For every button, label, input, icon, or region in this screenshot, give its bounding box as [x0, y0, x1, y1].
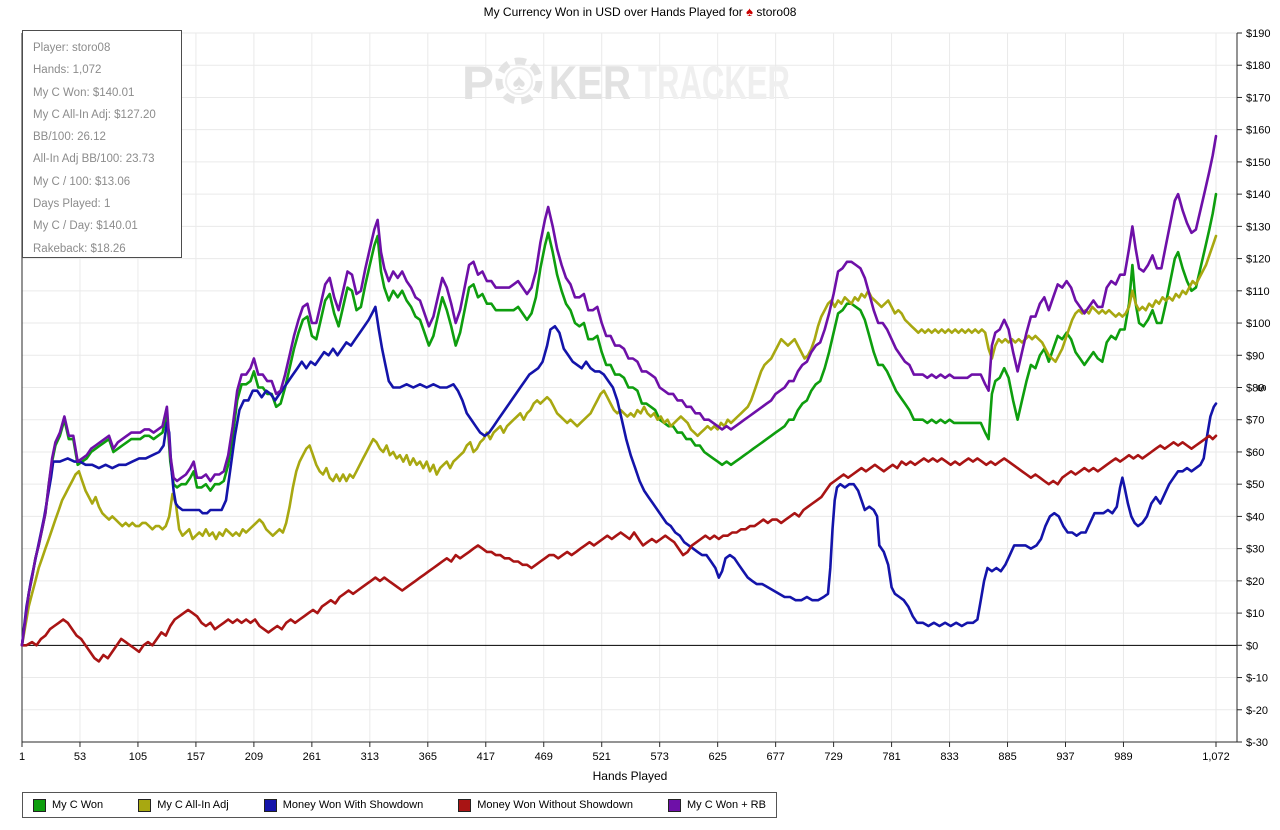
svg-text:$90: $90	[1246, 350, 1264, 362]
svg-text:261: 261	[303, 751, 321, 763]
svg-text:417: 417	[477, 751, 495, 763]
legend-swatch-green	[33, 798, 46, 812]
svg-text:$20: $20	[1246, 576, 1264, 588]
svg-text:677: 677	[766, 751, 784, 763]
stat-all-in-adj-bb100: All-In Adj BB/100: 23.73	[33, 153, 155, 166]
svg-text:1: 1	[19, 751, 25, 763]
svg-text:$180: $180	[1246, 60, 1270, 72]
stat-bb100: BB/100: 26.12	[33, 131, 106, 144]
svg-text:$40: $40	[1246, 511, 1264, 523]
svg-text:$70: $70	[1246, 415, 1264, 427]
svg-text:$-30: $-30	[1246, 737, 1268, 749]
poker-chip-icon: ♠	[495, 57, 543, 105]
legend-swatch-blue	[263, 798, 277, 812]
svg-text:$-10: $-10	[1246, 673, 1268, 685]
player-name: storo08	[756, 5, 797, 19]
svg-text:$170: $170	[1246, 92, 1270, 104]
x-axis-title: Hands Played	[592, 769, 668, 783]
legend-item-without-showdown[interactable]: Money Won Without Showdown	[458, 798, 633, 812]
svg-text:$100: $100	[1246, 318, 1270, 330]
svg-text:TRACKER: TRACKER	[638, 56, 790, 109]
svg-text:$60: $60	[1246, 447, 1264, 459]
legend-label: Money Won Without Showdown	[477, 799, 633, 811]
legend-swatch-purple	[668, 798, 681, 812]
svg-text:365: 365	[419, 751, 437, 763]
stat-days-played: Days Played: 1	[33, 198, 111, 211]
legend-item-my-c-won[interactable]: My C Won	[33, 798, 104, 812]
svg-text:$-20: $-20	[1246, 705, 1268, 717]
legend-swatch-olive	[138, 798, 152, 812]
legend-label: Money Won With Showdown	[282, 799, 424, 811]
legend-label: My C Won	[52, 799, 104, 811]
series-line-money-won-without-showdown	[20, 434, 1218, 663]
legend: My C Won My C All-In Adj Money Won With …	[22, 792, 777, 818]
svg-text:781: 781	[882, 751, 900, 763]
stat-my-c-won: My C Won: $140.01	[33, 86, 135, 99]
svg-text:209: 209	[245, 751, 263, 763]
svg-text:$190: $190	[1246, 28, 1270, 40]
svg-text:$120: $120	[1246, 254, 1270, 266]
svg-text:1,072: 1,072	[1202, 751, 1230, 763]
legend-swatch-red	[458, 798, 472, 812]
svg-text:♠: ♠	[513, 69, 526, 96]
svg-text:$150: $150	[1246, 157, 1270, 169]
svg-text:157: 157	[187, 751, 205, 763]
svg-text:$80: $80	[1246, 383, 1264, 395]
svg-text:833: 833	[940, 751, 958, 763]
stat-my-c-100: My C / 100: $13.06	[33, 175, 131, 188]
pokerstars-spade-icon: ♠	[746, 4, 754, 19]
svg-text:$160: $160	[1246, 125, 1270, 137]
legend-item-my-c-won-rb[interactable]: My C Won + RB	[668, 798, 766, 812]
series-line-my-c-won	[20, 192, 1218, 647]
svg-text:729: 729	[824, 751, 842, 763]
svg-text:105: 105	[129, 751, 147, 763]
svg-text:313: 313	[361, 751, 379, 763]
svg-text:937: 937	[1056, 751, 1074, 763]
axis-ticks-labels: $-30$-20$-10$0$10$20$30$40$50$60$70$80$9…	[19, 28, 1271, 763]
stat-player: Player: storo08	[33, 42, 111, 54]
svg-text:625: 625	[708, 751, 726, 763]
stat-hands: Hands: 1,072	[33, 64, 102, 77]
stats-panel: Player: storo08 Hands: 1,072 My C Won: $…	[22, 30, 182, 258]
chart-title-text: My Currency Won in USD over Hands Played…	[483, 5, 743, 19]
svg-text:$140: $140	[1246, 189, 1270, 201]
svg-text:P: P	[462, 56, 494, 109]
chart-title: My Currency Won in USD over Hands Played…	[0, 4, 1280, 19]
stat-all-in-adj: My C All-In Adj: $127.20	[33, 108, 156, 121]
legend-item-with-showdown[interactable]: Money Won With Showdown	[263, 798, 424, 812]
stat-rakeback: Rakeback: $18.26	[33, 242, 126, 255]
svg-text:KER: KER	[549, 56, 631, 109]
svg-text:$110: $110	[1246, 286, 1270, 298]
svg-text:53: 53	[74, 751, 86, 763]
svg-text:$10: $10	[1246, 608, 1264, 620]
pokertracker-watermark: P ♠ KER TRACKER	[462, 56, 790, 109]
stat-my-c-day: My C / Day: $140.01	[33, 220, 138, 233]
svg-text:885: 885	[998, 751, 1016, 763]
gridlines	[22, 32, 1237, 743]
series-lines	[20, 134, 1218, 663]
svg-text:469: 469	[535, 751, 553, 763]
svg-text:521: 521	[593, 751, 611, 763]
legend-item-all-in-adj[interactable]: My C All-In Adj	[138, 798, 229, 812]
series-line-my-c-won-rb	[20, 134, 1218, 647]
series-line-my-c-all-in-adj	[20, 234, 1218, 647]
svg-text:989: 989	[1114, 751, 1132, 763]
svg-text:$30: $30	[1246, 544, 1264, 556]
legend-label: My C All-In Adj	[157, 799, 229, 811]
svg-text:$130: $130	[1246, 221, 1270, 233]
y-axis-title: $	[1254, 384, 1269, 392]
svg-text:$0: $0	[1246, 640, 1258, 652]
series-line-money-won-with-showdown	[20, 305, 1218, 647]
svg-text:$50: $50	[1246, 479, 1264, 491]
svg-text:573: 573	[651, 751, 669, 763]
legend-label: My C Won + RB	[687, 799, 766, 811]
